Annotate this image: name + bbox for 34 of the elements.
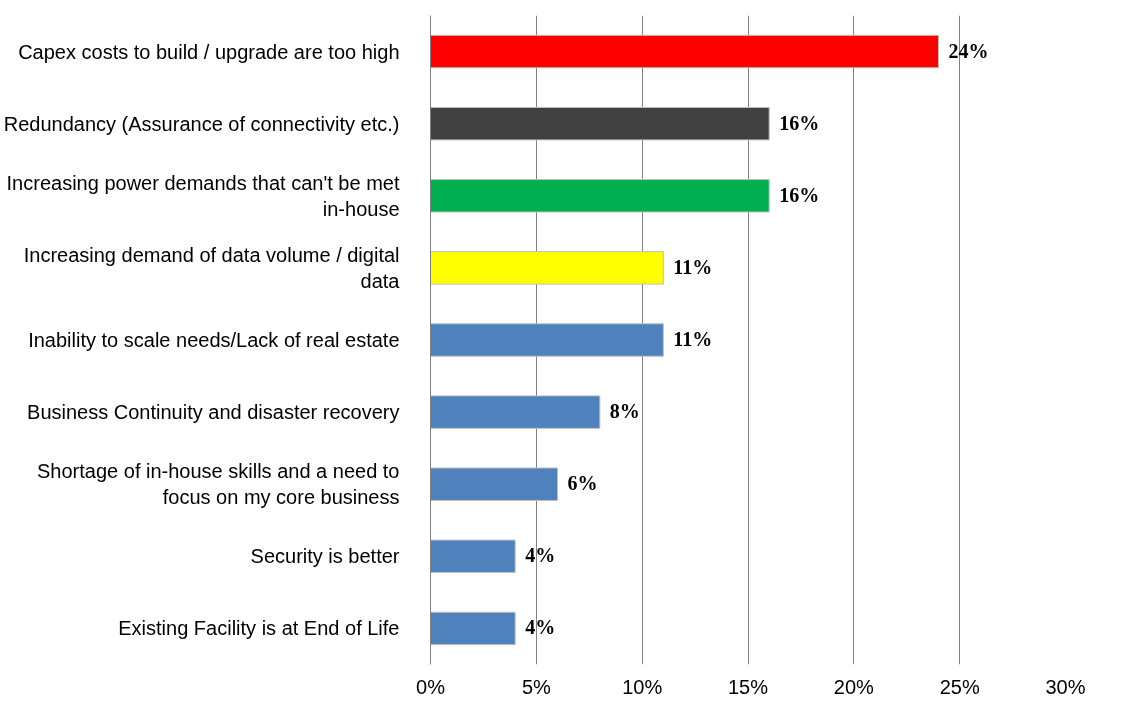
x-tick-label: 5%: [521, 675, 551, 698]
x-tick-label: 10%: [622, 675, 663, 698]
y-tick-label: Security is better: [250, 545, 400, 568]
data-label: 16%: [779, 111, 820, 134]
bar: [430, 179, 770, 213]
y-tick-label: Shortage of in-house skills and a need to focus on my core business: [37, 460, 400, 509]
x-tick-label: 15%: [727, 675, 769, 698]
data-label: 11%: [673, 328, 713, 350]
data-label: 4%: [525, 616, 556, 639]
y-tick-label: Inability to scale needs/Lack of real estate: [28, 329, 400, 351]
data-label: 4%: [525, 544, 556, 567]
x-tick-label: 25%: [939, 675, 980, 698]
bar: [430, 611, 516, 646]
y-tick-label: Increasing demand of data volume / digital data: [23, 243, 401, 293]
data-label: 16%: [779, 183, 820, 206]
y-tick-label: Increasing power demands that can't be met in-house: [6, 171, 400, 220]
x-tick-label: 30%: [1045, 675, 1086, 698]
y-tick-label: Redundancy (Assurance of connectivity etc.): [3, 112, 400, 135]
y-tick-label: Capex costs to build / upgrade are too high: [18, 40, 400, 63]
x-tick-label: 0%: [416, 675, 446, 698]
bar: [430, 467, 558, 501]
data-label: 8%: [609, 400, 640, 423]
x-tick-label: 20%: [833, 675, 875, 698]
y-tick-label: Existing Facility is at End of Life: [118, 617, 400, 640]
bar: [430, 251, 664, 285]
data-label: 11%: [673, 255, 713, 278]
bar: [430, 395, 601, 429]
data-label: 6%: [567, 472, 598, 495]
bar: [430, 539, 516, 574]
bar: [430, 34, 939, 69]
bar: [430, 323, 664, 357]
data-label: 24%: [948, 39, 989, 62]
y-tick-label: Business Continuity and disaster recovery: [27, 401, 400, 424]
bar: [430, 106, 770, 141]
